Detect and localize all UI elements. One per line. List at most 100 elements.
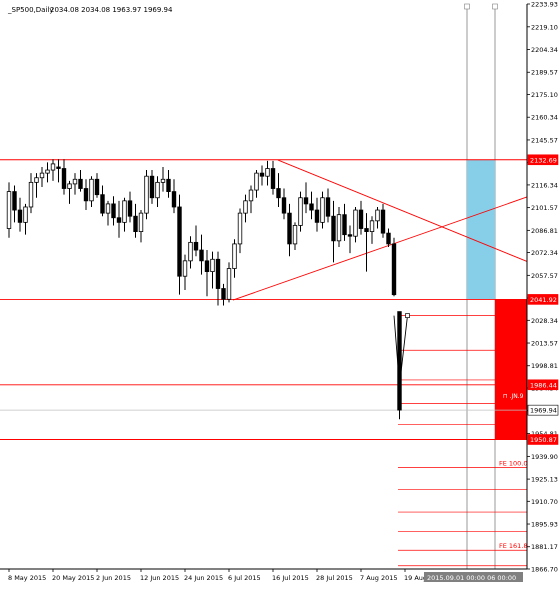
price-axis-label: 2086.81: [531, 227, 558, 235]
price-axis-label: 1954.81: [531, 430, 558, 438]
candle-body: [375, 209, 380, 222]
triangle-lower-trendline[interactable]: [232, 196, 528, 301]
price-level-tag-text: 2132.69: [530, 156, 557, 164]
price-axis-label: 1910.70: [531, 498, 558, 506]
candle-body: [116, 217, 122, 223]
candle-body: [127, 200, 133, 217]
target-zone-blue[interactable]: [467, 159, 495, 300]
candle-body: [386, 232, 391, 245]
candle-body: [61, 168, 67, 189]
candle-body: [23, 206, 28, 223]
candle-body: [369, 220, 375, 232]
candle-body: [221, 288, 226, 300]
candle-body: [105, 203, 111, 214]
time-axis-label: 12 Jun 2015: [140, 574, 179, 582]
candle-body: [78, 178, 83, 189]
time-axis-label: 6 Jul 2015: [228, 574, 261, 582]
time-axis-label: 16 Jul 2015: [272, 574, 309, 582]
candle-body: [347, 234, 353, 237]
candle-body: [204, 260, 210, 272]
price-axis-label: 1881.17: [531, 543, 558, 551]
candle-body: [358, 209, 364, 229]
candle-body: [325, 197, 331, 217]
price-axis-label: 1998.81: [531, 362, 558, 370]
candle-body: [320, 197, 325, 223]
target-zone-red[interactable]: [495, 299, 527, 440]
price-axis-label: 2072.34: [531, 249, 558, 257]
time-axis-label: 20 May 2015: [52, 574, 94, 582]
price-axis-label: 1895.93: [531, 521, 558, 529]
price-axis-label: 2233.93: [531, 1, 558, 9]
candle-body: [177, 206, 182, 277]
candle-body: [259, 172, 265, 177]
price-axis-label: 2204.34: [531, 46, 558, 54]
price-axis-label: 1925.13: [531, 476, 558, 484]
candle-body: [210, 258, 215, 272]
price-level-tag[interactable]: [527, 154, 559, 166]
candle-body: [309, 203, 314, 211]
price-level-tag[interactable]: [527, 434, 559, 445]
candle-body: [303, 197, 309, 205]
time-axis-label: 8 May 2015: [8, 574, 46, 582]
candle-body: [28, 181, 34, 208]
candle-body: [237, 212, 243, 245]
candle-body: [94, 178, 100, 196]
candle-body: [336, 214, 342, 242]
candle-body: [353, 209, 358, 237]
triangle-upper-trendline[interactable]: [277, 159, 528, 262]
candle-body: [100, 194, 105, 214]
candle-body: [254, 172, 259, 191]
candle-body: [281, 197, 287, 214]
candle-body: [364, 228, 369, 232]
candle-body: [122, 200, 127, 223]
candle-body: [56, 166, 61, 169]
candle-body: [144, 175, 149, 214]
candle-body: [111, 203, 116, 219]
candle-body: [138, 212, 144, 232]
candle-body: [12, 191, 17, 211]
candle-body: [215, 258, 221, 289]
price-level-tag[interactable]: [527, 404, 559, 416]
ohlc-readout: 2034.08 2034.08 1963.97 1969.94: [50, 6, 173, 14]
price-axis-label: 2028.34: [531, 317, 558, 325]
time-tag: [424, 572, 523, 582]
price-axis-label: 1866.70: [531, 566, 558, 574]
chart-title: _SP500,Daily: [7, 6, 53, 14]
price-axis-label: 2219.10: [531, 23, 558, 31]
price-axis-label: 2160.34: [531, 114, 558, 122]
fib-expansion-label: FE 161.8: [499, 542, 528, 550]
time-axis-label: 7 Aug 2015: [360, 574, 398, 582]
wave-anchor-point[interactable]: [405, 313, 410, 318]
price-level-tag[interactable]: [527, 379, 559, 391]
price-level-tag[interactable]: [527, 294, 559, 305]
price-axis-label: 2116.34: [531, 181, 558, 189]
candle-body: [270, 168, 276, 189]
candle-body: [50, 163, 56, 171]
candle-body: [193, 241, 199, 251]
price-axis-label: 2145.57: [531, 136, 558, 144]
time-axis-label: 2 Jun 2015: [96, 574, 131, 582]
candle-body: [226, 268, 232, 300]
candle-body: [17, 209, 23, 223]
candle-body: [276, 188, 281, 199]
price-axis-label: 2189.57: [531, 69, 558, 77]
candle-body: [45, 169, 50, 174]
candle-body: [199, 249, 204, 262]
candle-body: [397, 311, 402, 411]
candle-body: [292, 225, 298, 245]
candle-body: [243, 200, 248, 214]
candle-body: [133, 215, 138, 232]
candle-body: [34, 177, 39, 183]
wave-projection-line[interactable]: [393, 315, 408, 386]
candle-body: [298, 197, 303, 226]
price-axis-label: 1939.90: [531, 453, 558, 461]
separator-handle[interactable]: [492, 3, 498, 10]
fib-expansion-label: FE 100.0: [499, 460, 528, 468]
separator-handle[interactable]: [464, 3, 470, 10]
time-tag-text: 2015.09.01 00:00 06 00:00: [427, 574, 516, 582]
red-zone-marker: ⊓ .JN.9: [503, 393, 524, 400]
candle-body: [248, 189, 254, 202]
price-level-tag-text: 1950.87: [530, 436, 557, 444]
